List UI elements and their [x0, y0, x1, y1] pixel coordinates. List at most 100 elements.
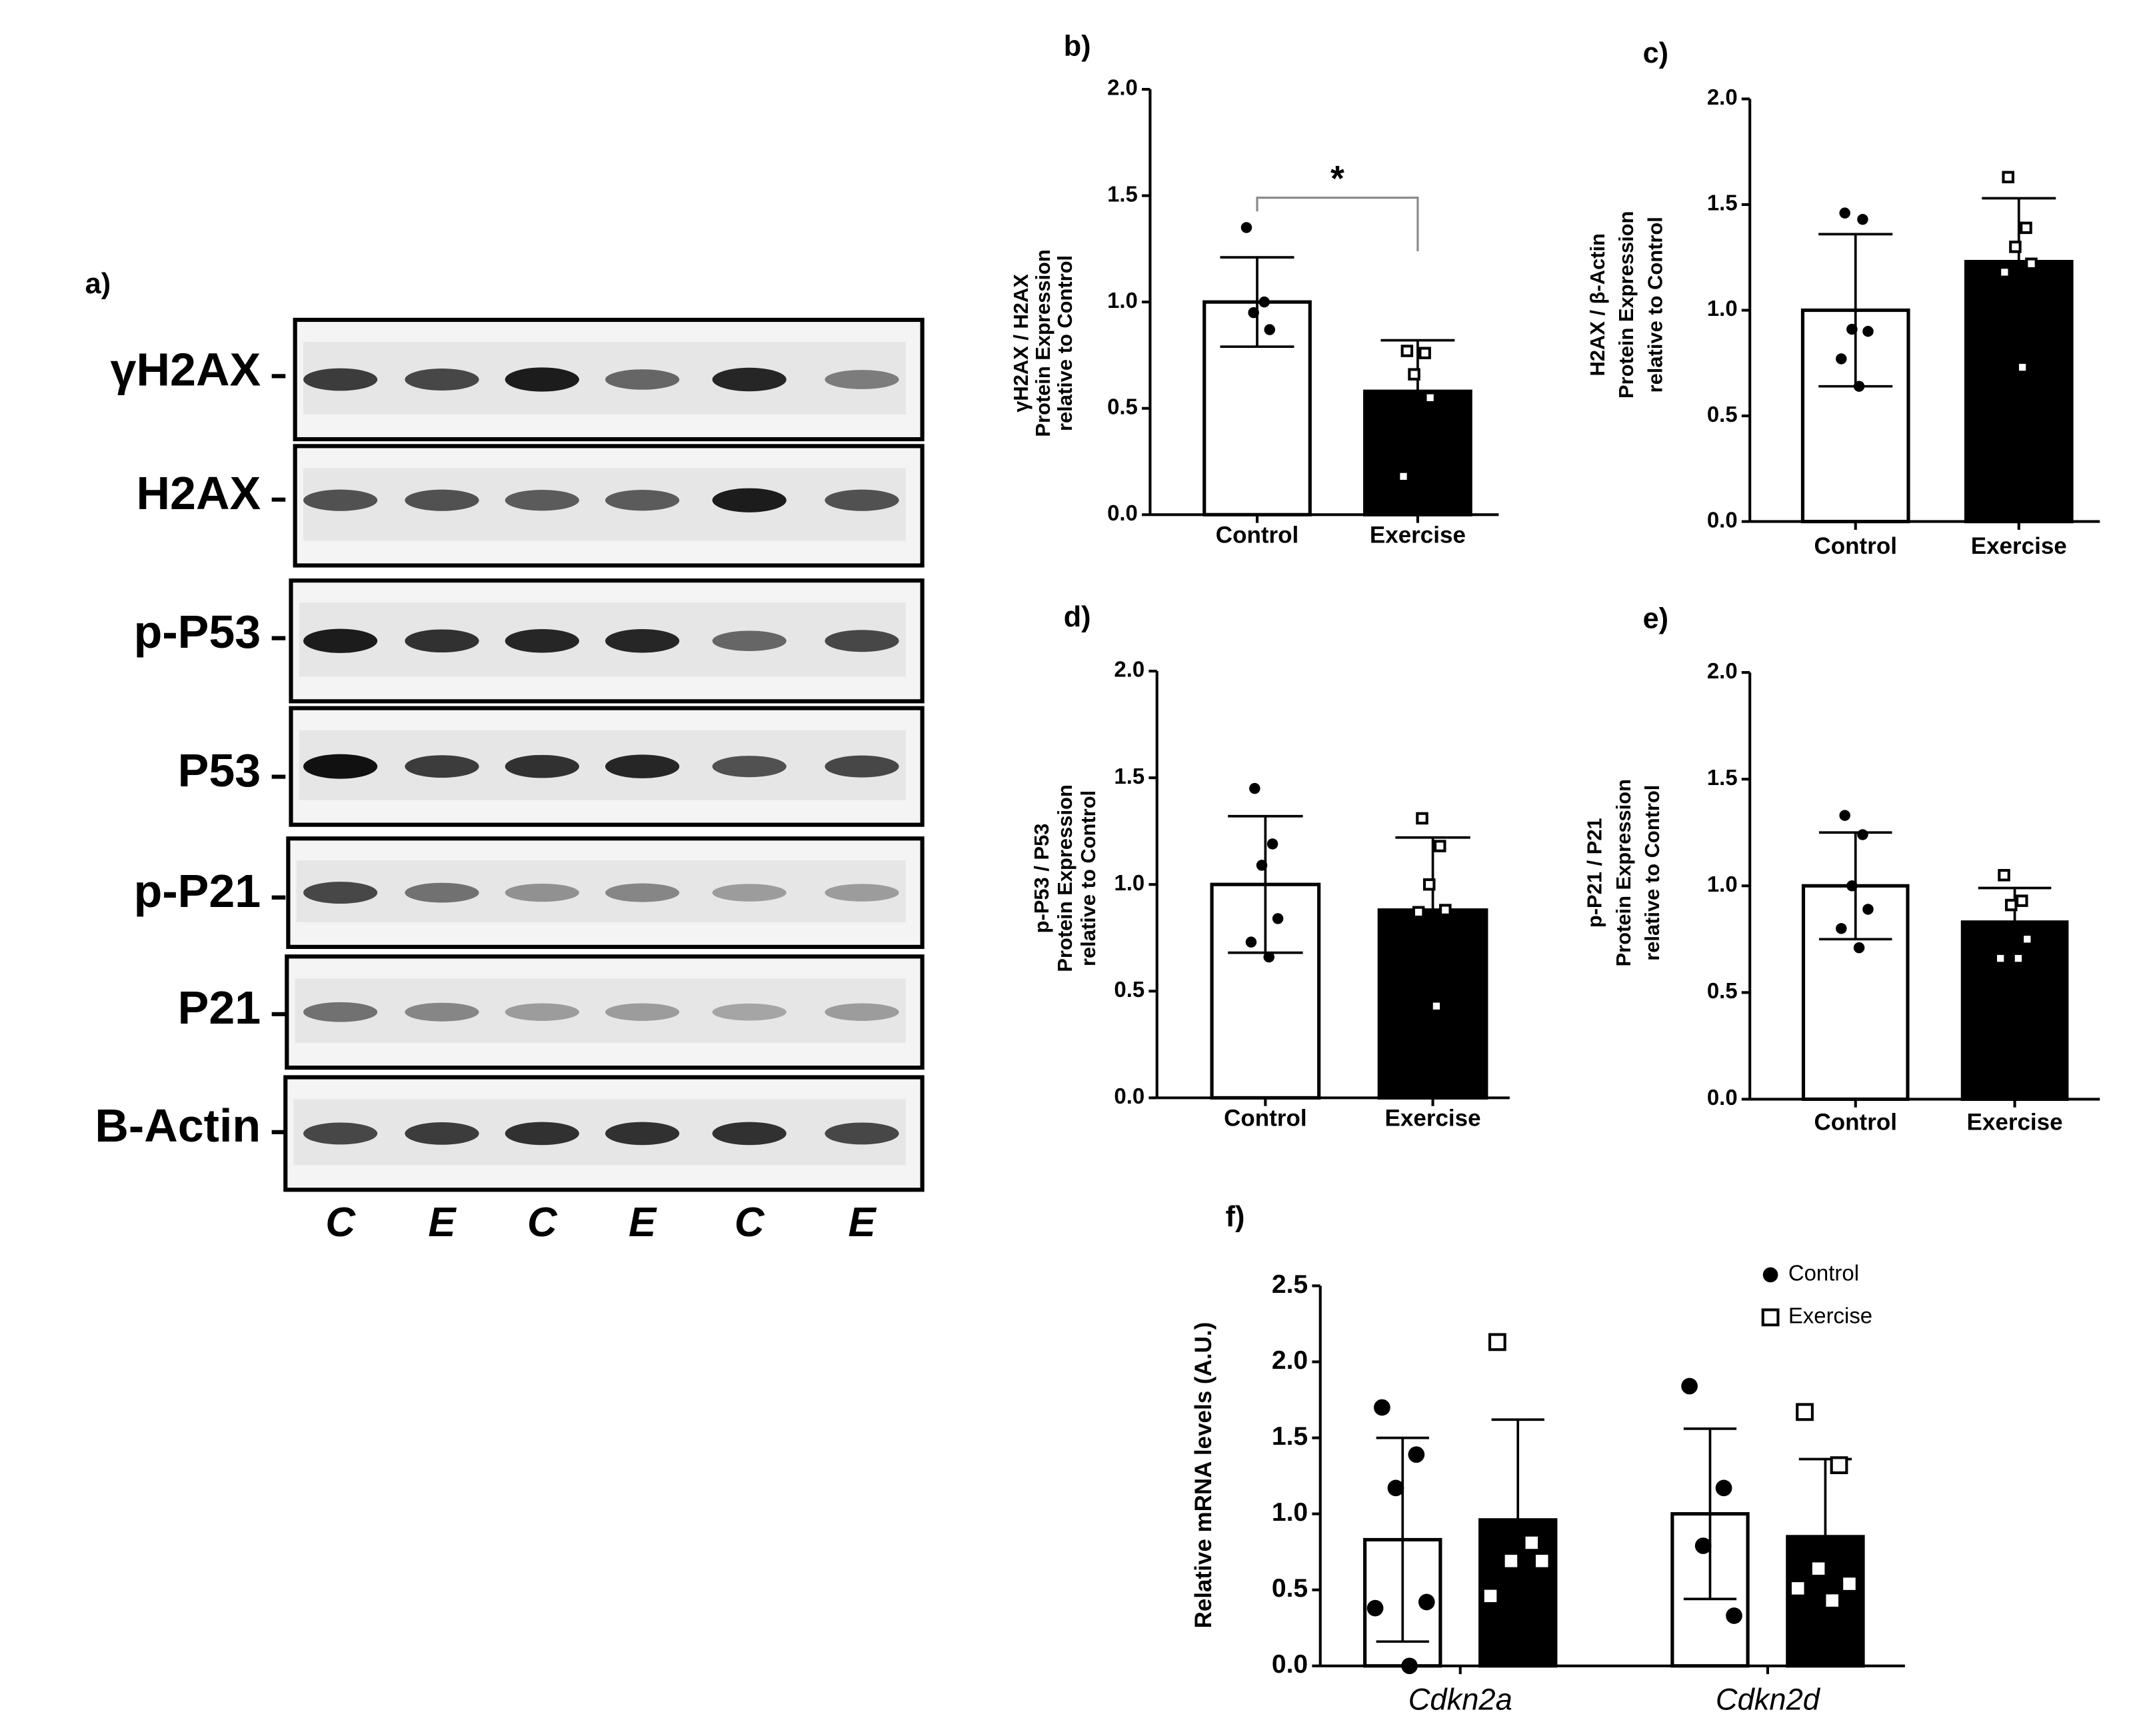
- y-axis-label: Protein Expression: [1612, 779, 1635, 966]
- y-tick-label: 2.0: [1272, 1346, 1308, 1375]
- data-point: [1502, 1551, 1520, 1570]
- data-point: [1846, 323, 1858, 335]
- data-point: [1264, 324, 1275, 335]
- data-point: [1853, 381, 1865, 392]
- data-point: [1245, 936, 1257, 948]
- data-point: [1397, 470, 1410, 483]
- y-tick-label: 0.0: [1707, 507, 1738, 532]
- y-axis-label: relative to Control: [1643, 217, 1666, 393]
- blot-row-label: p-P53: [134, 606, 261, 658]
- panel-label: a): [85, 268, 111, 300]
- y-tick-label: 0.0: [1272, 1650, 1308, 1679]
- data-point: [1998, 868, 2010, 882]
- data-point: [1258, 296, 1270, 308]
- data-point: [1726, 1607, 1742, 1624]
- blot-band: [712, 1003, 787, 1021]
- blot-row-label: γH2AX: [111, 344, 261, 396]
- data-point: [1416, 812, 1428, 825]
- data-point: [2004, 898, 2018, 912]
- blot-row-label: P21: [178, 982, 261, 1034]
- data-point: [1263, 951, 1274, 963]
- blot-band: [825, 489, 899, 511]
- y-tick-label: 1.0: [1707, 872, 1738, 896]
- y-tick-label: 0.5: [1707, 402, 1738, 427]
- y-tick-label: 1.0: [1707, 296, 1738, 321]
- data-point: [1761, 1308, 1780, 1327]
- blot-band: [712, 884, 787, 902]
- y-axis-label: p-P21 / P21: [1583, 818, 1606, 928]
- y-axis-label: Protein Expression: [1031, 249, 1055, 436]
- data-point: [1248, 307, 1259, 319]
- error-bar: [1982, 197, 2056, 327]
- y-tick-label: 0.5: [1114, 977, 1144, 1002]
- data-point: [1857, 213, 1868, 225]
- blot-membrane: [293, 1099, 906, 1166]
- data-point: [1846, 880, 1858, 892]
- data-point: [1418, 1593, 1435, 1611]
- blot-row-label: H2AX: [136, 467, 261, 519]
- data-point: [2025, 257, 2038, 271]
- data-point: [1240, 222, 1252, 233]
- blot-band: [303, 628, 378, 653]
- y-tick-label: 1.0: [1272, 1498, 1308, 1527]
- blot-band: [712, 630, 787, 651]
- blot-band: [605, 369, 680, 390]
- blot-band: [505, 367, 579, 392]
- blot-band: [303, 754, 378, 779]
- y-tick-label: 2.5: [1272, 1270, 1308, 1299]
- data-point: [1374, 1399, 1390, 1416]
- data-point: [2016, 361, 2029, 374]
- bar: [1363, 389, 1472, 516]
- blot-row-label: P53: [178, 744, 261, 796]
- x-tick-label: Control: [1814, 1110, 1897, 1136]
- blot-membrane: [299, 602, 906, 677]
- blot-band: [825, 1122, 899, 1145]
- y-tick-label: 0.0: [1114, 1084, 1144, 1108]
- data-point: [1788, 1579, 1807, 1597]
- x-tick-label: Control: [1814, 533, 1897, 559]
- data-point: [1439, 904, 1452, 916]
- data-point: [1424, 391, 1436, 405]
- data-point: [1681, 1377, 1698, 1395]
- blot-membrane: [303, 341, 906, 415]
- blot-band: [405, 755, 479, 778]
- x-tick-label: Control: [1224, 1106, 1306, 1132]
- data-point: [1823, 1591, 1842, 1610]
- blot-band: [825, 755, 899, 778]
- blot-band: [605, 490, 680, 511]
- error-bar: [1395, 836, 1470, 984]
- data-point: [1249, 782, 1260, 794]
- y-axis-label: relative to Control: [1053, 255, 1076, 431]
- y-tick-label: 0.0: [1107, 500, 1138, 525]
- data-point: [1809, 1559, 1828, 1578]
- data-point: [1830, 1456, 1848, 1475]
- error-bar: [1380, 339, 1455, 444]
- blot-band: [505, 1003, 579, 1021]
- data-point: [1408, 1446, 1425, 1463]
- y-tick-label: 1.5: [1114, 764, 1144, 788]
- error-bar: [1228, 814, 1303, 954]
- data-point: [1272, 913, 1284, 924]
- blot-band: [505, 883, 579, 902]
- data-point: [1532, 1551, 1551, 1570]
- error-bar: [1491, 1418, 1544, 1622]
- data-point: [2016, 894, 2028, 907]
- blot-band: [405, 1122, 479, 1145]
- data-point: [1862, 904, 1874, 915]
- blot-band: [405, 369, 479, 391]
- y-tick-label: 2.0: [1114, 657, 1144, 682]
- y-tick-label: 1.5: [1107, 181, 1138, 206]
- significance-bracket: [1256, 197, 1419, 251]
- data-point: [2012, 952, 2025, 965]
- data-point: [1400, 345, 1414, 357]
- data-point: [1481, 1587, 1500, 1605]
- y-tick-label: 0.5: [1107, 394, 1138, 419]
- data-point: [1256, 860, 1268, 871]
- blot-band: [825, 370, 899, 389]
- y-axis-label: Relative mRNA levels (A.U.): [1190, 1322, 1216, 1629]
- blot-membrane: [303, 468, 906, 541]
- data-point: [1853, 942, 1865, 954]
- y-axis-label: H2AX / β-Actin: [1586, 233, 1609, 376]
- data-point: [1715, 1479, 1732, 1497]
- blot-band: [605, 883, 680, 902]
